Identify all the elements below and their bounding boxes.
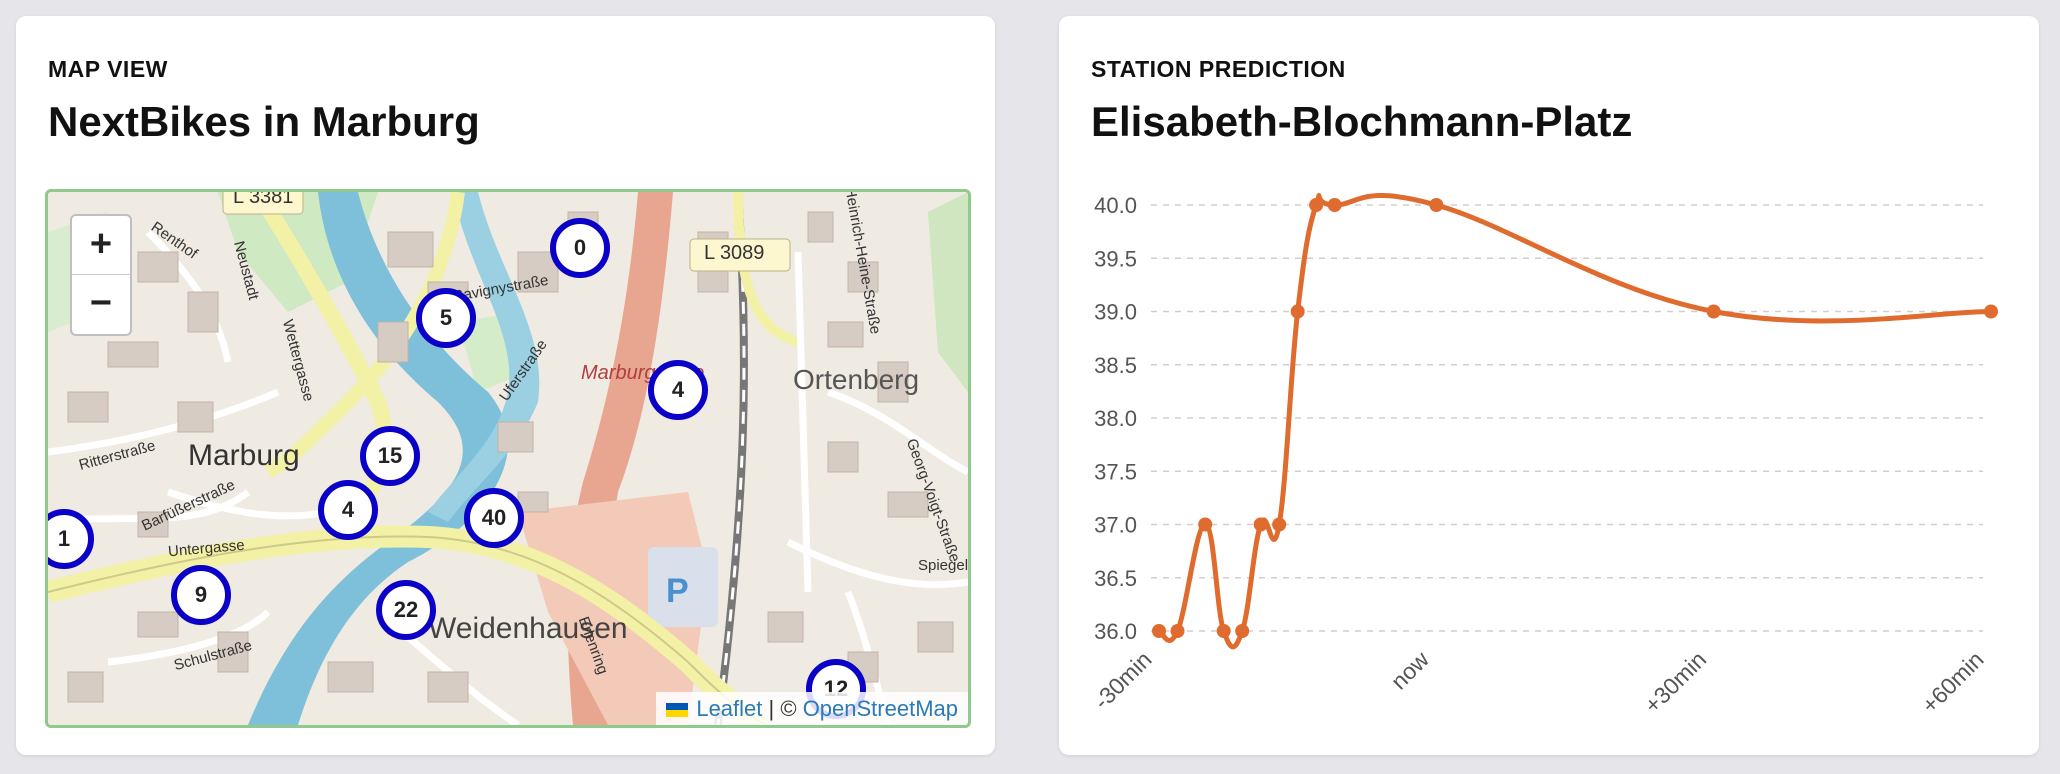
road-label-l3381: L 3381: [233, 189, 294, 208]
data-point: [1327, 198, 1342, 212]
zoom-in-button[interactable]: +: [89, 223, 113, 265]
leaflet-link[interactable]: Leaflet: [696, 696, 763, 721]
y-tick-label: 36.5: [1094, 566, 1137, 591]
prediction-chart: 36.0 36.5 37.0 37.5 38.0 38.5 39.0 39.5 40.0 -30m…: [1088, 193, 1998, 718]
city-label: Marburg: [188, 439, 300, 472]
attribution-separator: | ©: [768, 696, 797, 721]
district-label-weidenhausen: Weidenhausen: [428, 612, 628, 645]
bike-station-marker[interactable]: 4: [648, 360, 708, 420]
station-title: Elisabeth-Blochmann-Platz: [1091, 98, 1633, 145]
bike-station-marker[interactable]: 1: [48, 509, 94, 569]
data-point: [1253, 517, 1268, 532]
street-label: Spiegel: [918, 557, 969, 574]
y-tick-label: 39.0: [1094, 300, 1137, 325]
bike-station-marker[interactable]: 5: [416, 288, 476, 348]
data-point: [1272, 517, 1287, 532]
map-card: MAP VIEW NextBikes in Marburg: [16, 16, 995, 755]
data-point: [1706, 304, 1721, 319]
data-point: [1429, 198, 1444, 212]
x-tick-label: now: [1386, 646, 1434, 694]
zoom-control: + −: [70, 214, 132, 336]
parking-label: P: [666, 572, 689, 610]
x-tick-label: -30min: [1088, 646, 1156, 714]
map-attribution: Leaflet | © OpenStreetMap: [656, 692, 968, 725]
bike-station-marker[interactable]: 4: [318, 480, 378, 540]
y-tick-label: 40.0: [1094, 193, 1137, 218]
openstreetmap-link[interactable]: OpenStreetMap: [802, 696, 958, 721]
bike-station-marker[interactable]: 15: [360, 426, 420, 486]
zoom-out-button[interactable]: −: [72, 274, 130, 333]
map-title: NextBikes in Marburg: [48, 98, 480, 145]
y-tick-label: 38.0: [1094, 406, 1137, 431]
x-tick-label: +30min: [1639, 646, 1711, 718]
district-label-ortenberg: Ortenberg: [793, 364, 920, 395]
bike-station-marker[interactable]: 9: [171, 565, 231, 625]
bike-station-marker[interactable]: 22: [376, 580, 436, 640]
data-point: [1170, 624, 1185, 638]
data-point: [1216, 624, 1231, 638]
y-tick-label: 37.0: [1094, 513, 1137, 538]
data-point: [1235, 624, 1250, 638]
map-view[interactable]: L 3089 L 3381 Marburg Ortenberg Weidenha…: [45, 189, 971, 728]
bike-station-marker[interactable]: 0: [550, 218, 610, 278]
data-point: [1984, 304, 1998, 319]
data-point: [1198, 517, 1213, 532]
map-eyebrow: MAP VIEW: [48, 56, 168, 82]
road-label-l3089: L 3089: [704, 242, 765, 264]
ukraine-flag-icon: [666, 703, 689, 717]
data-point: [1290, 304, 1305, 319]
y-tick-label: 36.0: [1094, 619, 1137, 644]
prediction-eyebrow: STATION PREDICTION: [1091, 56, 1346, 82]
data-point: [1152, 624, 1166, 638]
prediction-card: STATION PREDICTION Elisabeth-Blochmann-P…: [1059, 16, 2039, 755]
y-tick-label: 38.5: [1094, 353, 1137, 378]
series-line: [1157, 193, 1992, 650]
y-tick-label: 39.5: [1094, 246, 1137, 271]
y-tick-label: 37.5: [1094, 459, 1137, 484]
x-tick-label: +60min: [1916, 646, 1988, 718]
data-point: [1309, 198, 1324, 212]
bike-station-marker[interactable]: 40: [464, 488, 524, 548]
